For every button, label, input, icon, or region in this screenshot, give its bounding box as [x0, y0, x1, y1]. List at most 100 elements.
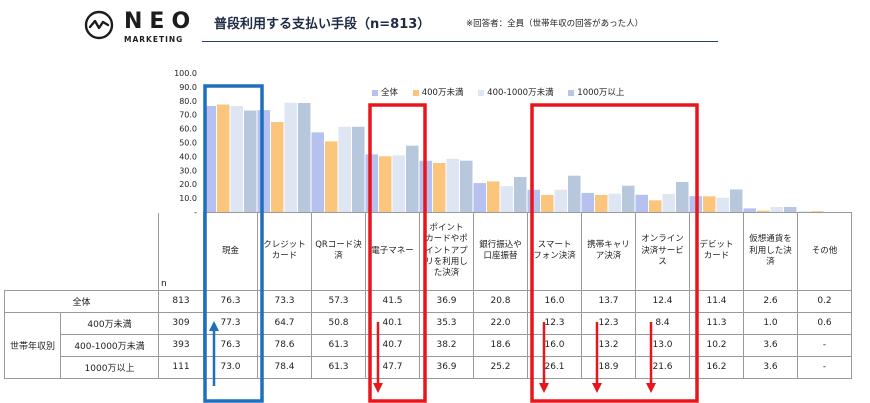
y-axis: 100.0 90.0 80.0 70.0 60.0 50.0 40.0 30.0 20.0 10.…	[174, 69, 197, 215]
bar	[203, 105, 216, 212]
table-cell: 12.3	[581, 311, 636, 335]
y-tick-label: 90.0	[179, 83, 197, 92]
bar	[811, 211, 824, 212]
chart-legend: 全体 400万未満 400-1000万未満 1000万以上	[372, 86, 636, 98]
row-n: 309	[158, 311, 204, 335]
table-cell: 18.6	[473, 333, 528, 357]
y-tick-label: 20.0	[179, 180, 197, 189]
title-underline	[202, 41, 718, 42]
bar	[514, 176, 527, 212]
y-tick-label: 10.0	[179, 194, 197, 203]
table-header-cell: 電子マネー	[365, 212, 420, 291]
bar	[527, 189, 540, 212]
bar	[284, 102, 297, 212]
table-cell: 35.3	[419, 311, 474, 335]
bar	[433, 162, 446, 212]
bar	[217, 104, 230, 212]
table-header-cell: 携帯キャリ ア決済	[581, 212, 636, 291]
bar	[379, 156, 392, 212]
bar	[662, 193, 675, 212]
row-label: 400万未満	[60, 311, 159, 335]
data-table: n 現金 クレジット カード QRコード決済 電子マネー ポイント カードやポ イント…	[4, 212, 852, 379]
table-cell: 61.3	[311, 355, 366, 379]
table-cell: 61.3	[311, 333, 366, 357]
table-cell: 36.9	[419, 289, 474, 313]
bar	[271, 122, 284, 212]
table-cell: 76.3	[203, 333, 258, 357]
table-cell: 64.7	[257, 311, 312, 335]
table-header-cell: 銀行振込や 口座振替	[473, 212, 528, 291]
table-cell: -	[797, 355, 852, 379]
bar	[595, 194, 608, 212]
table-cell: 1.0	[743, 311, 798, 335]
bar	[352, 126, 365, 212]
legend-item-over1000: 1000万以上	[568, 86, 624, 98]
table-header-cell: 仮想通貨を 利用した決済	[743, 212, 798, 291]
table-cell: 40.7	[365, 333, 420, 357]
row-n: 813	[158, 289, 204, 313]
bar	[743, 208, 756, 212]
table-header-cell: QRコード決済	[311, 212, 366, 291]
table-header-cell: クレジット カード	[257, 212, 312, 291]
neo-logo-icon	[84, 10, 114, 40]
table-row: 世帯年収別 400万未満 309 77.3 64.7 50.8 40.1 35.…	[4, 311, 852, 379]
bar	[230, 105, 243, 212]
table-cell: 2.6	[743, 289, 798, 313]
table-cell: 78.6	[257, 333, 312, 357]
table-cell: 57.3	[311, 289, 366, 313]
legend-swatch-over1000	[568, 89, 575, 96]
bar-chart: 100.0 90.0 80.0 70.0 60.0 50.0 40.0 30.0 20.0 10.…	[174, 69, 824, 215]
bar	[500, 186, 513, 212]
bar	[392, 155, 405, 212]
table-cell: 25.2	[473, 355, 528, 379]
legend-label-all: 全体	[381, 88, 399, 98]
table-cell: 11.3	[689, 311, 744, 335]
legend-label-under400: 400万未満	[421, 88, 464, 98]
bar	[419, 160, 432, 212]
row-n: 393	[158, 333, 204, 357]
y-tick-label: 80.0	[179, 97, 197, 106]
bar	[689, 196, 702, 212]
table-cell: 13.7	[581, 289, 636, 313]
table-cell: 16.2	[689, 355, 744, 379]
bar	[770, 206, 783, 212]
table-cell: 38.2	[419, 333, 474, 357]
table-cell: 26.1	[527, 355, 582, 379]
table-cell: 8.4	[635, 311, 690, 335]
table-cell: 40.1	[365, 311, 420, 335]
table-cell: 18.9	[581, 355, 636, 379]
bar	[635, 194, 648, 212]
y-tick-label: 70.0	[179, 111, 197, 120]
bar	[608, 193, 621, 212]
table-header-cell: オンライン 決済サービス	[635, 212, 690, 291]
table-cell: 77.3	[203, 311, 258, 335]
legend-swatch-under400	[412, 89, 419, 96]
bar	[460, 160, 473, 212]
bar	[487, 181, 500, 212]
bar	[365, 154, 378, 212]
table-cell: 11.4	[689, 289, 744, 313]
table-cell: 47.7	[365, 355, 420, 379]
table-cell: 13.0	[635, 333, 690, 357]
legend-swatch-mid	[478, 89, 485, 96]
table-cell: 16.0	[527, 289, 582, 313]
table-header-row: n 現金 クレジット カード QRコード決済 電子マネー ポイント カードやポ イント…	[4, 212, 852, 291]
table-cell: 0.2	[797, 289, 852, 313]
table-header-cell: その他	[797, 212, 852, 291]
n-header: n	[158, 212, 204, 291]
bar	[757, 210, 770, 212]
bar	[298, 103, 311, 212]
bar	[257, 110, 270, 212]
legend-item-mid: 400-1000万未満	[478, 86, 554, 98]
bar	[244, 110, 257, 212]
y-tick-label: -	[194, 208, 197, 215]
bar	[406, 145, 419, 212]
bar	[325, 141, 338, 212]
table-cell: 3.6	[743, 333, 798, 357]
bar	[784, 206, 797, 212]
table-cell: 16.0	[527, 333, 582, 357]
table-cell: 41.5	[365, 289, 420, 313]
table-cell: 3.6	[743, 355, 798, 379]
row-n: 111	[158, 355, 204, 379]
table-cell: 12.4	[635, 289, 690, 313]
